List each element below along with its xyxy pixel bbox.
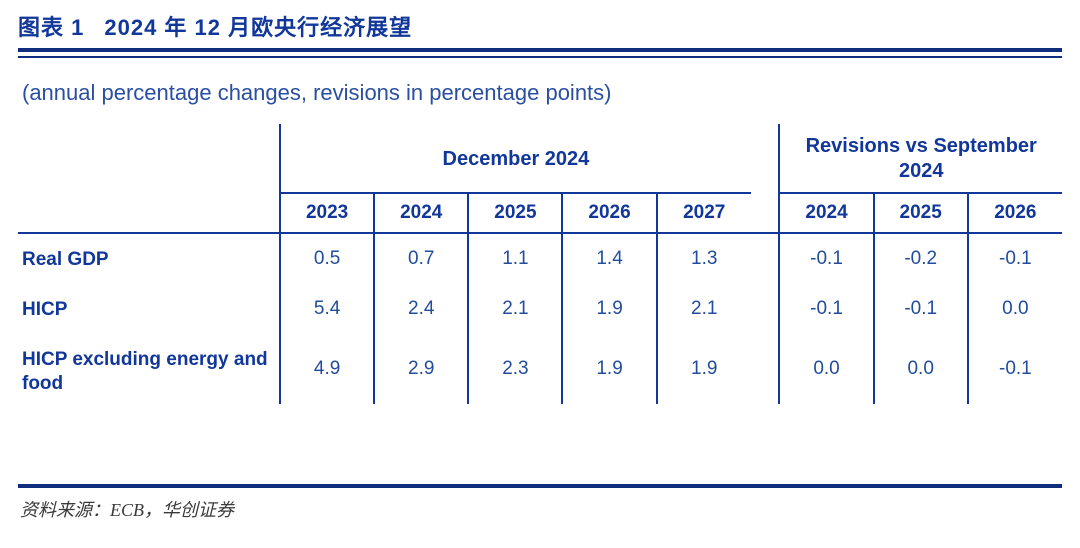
cell: 2.3	[468, 334, 562, 404]
header-spacer	[18, 193, 280, 233]
row-label: Real GDP	[18, 233, 280, 284]
cell: 1.9	[657, 334, 751, 404]
table-header-years: 2023 2024 2025 2026 2027 2024 2025 2026	[18, 193, 1062, 233]
row-label: HICP	[18, 284, 280, 334]
cell: 2.1	[468, 284, 562, 334]
cell: 0.0	[779, 334, 873, 404]
cell: 0.5	[280, 233, 374, 284]
cell: -0.1	[874, 284, 968, 334]
header-gap	[751, 193, 780, 233]
col-year: 2027	[657, 193, 751, 233]
cell: 1.4	[562, 233, 656, 284]
figure-title-row: 图表 1 2024 年 12 月欧央行经济展望	[18, 0, 1062, 52]
table-header-groups: December 2024 Revisions vs September 202…	[18, 124, 1062, 193]
cell: -0.1	[779, 284, 873, 334]
header-spacer	[18, 124, 280, 193]
cell: 1.9	[562, 284, 656, 334]
figure-title: 2024 年 12 月欧央行经济展望	[104, 10, 412, 42]
col-year: 2025	[468, 193, 562, 233]
table-caption: (annual percentage changes, revisions in…	[18, 58, 1062, 124]
col-year: 2024	[374, 193, 468, 233]
cell: -0.2	[874, 233, 968, 284]
cell: 0.7	[374, 233, 468, 284]
cell: -0.1	[779, 233, 873, 284]
header-group-dec2024: December 2024	[280, 124, 751, 193]
cell: 1.3	[657, 233, 751, 284]
header-group-revisions: Revisions vs September 2024	[779, 124, 1062, 193]
table-row: Real GDP 0.5 0.7 1.1 1.4 1.3 -0.1 -0.2 -…	[18, 233, 1062, 284]
row-label: HICP excluding energy and food	[18, 334, 280, 404]
cell: 1.1	[468, 233, 562, 284]
header-gap	[751, 124, 780, 193]
cell: -0.1	[968, 334, 1062, 404]
cell: 4.9	[280, 334, 374, 404]
table-row: HICP excluding energy and food 4.9 2.9 2…	[18, 334, 1062, 404]
figure-number: 图表 1	[18, 10, 84, 42]
cell: 2.1	[657, 284, 751, 334]
cell-gap	[751, 284, 780, 334]
forecast-table: December 2024 Revisions vs September 202…	[18, 124, 1062, 404]
cell-gap	[751, 334, 780, 404]
cell: 2.9	[374, 334, 468, 404]
cell: 5.4	[280, 284, 374, 334]
cell: -0.1	[968, 233, 1062, 284]
cell: 0.0	[968, 284, 1062, 334]
table-row: HICP 5.4 2.4 2.1 1.9 2.1 -0.1 -0.1 0.0	[18, 284, 1062, 334]
cell: 1.9	[562, 334, 656, 404]
col-year: 2025	[874, 193, 968, 233]
col-year: 2026	[562, 193, 656, 233]
cell: 0.0	[874, 334, 968, 404]
chart-wrap: 图表 1 2024 年 12 月欧央行经济展望 (annual percenta…	[0, 0, 1080, 522]
cell: 2.4	[374, 284, 468, 334]
cell-gap	[751, 233, 780, 284]
col-year: 2023	[280, 193, 374, 233]
col-year: 2026	[968, 193, 1062, 233]
source-line: 资料来源：ECB，华创证券	[18, 488, 1062, 522]
col-year: 2024	[779, 193, 873, 233]
